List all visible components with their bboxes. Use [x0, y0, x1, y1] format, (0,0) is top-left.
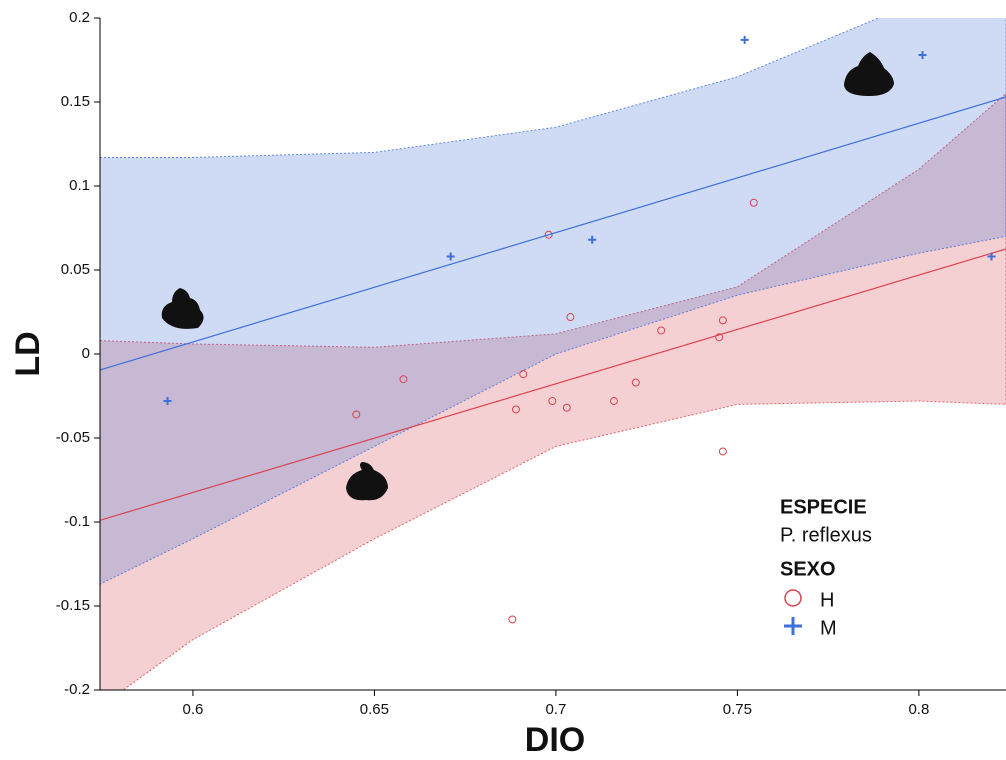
confidence-band: [100, 18, 1006, 585]
y-tick-label: 0.1: [69, 177, 90, 194]
point: [718, 316, 727, 325]
legend-marker: [784, 589, 802, 607]
point: [631, 378, 640, 387]
fit-line: [100, 248, 1006, 521]
legend-group-title: SEXO: [780, 558, 836, 580]
point: [544, 230, 553, 239]
silhouette: [346, 462, 388, 501]
silhouette: [844, 52, 894, 96]
point: [399, 375, 408, 384]
silhouette: [161, 288, 204, 329]
point: [657, 326, 666, 335]
point: [588, 235, 597, 244]
point: [511, 405, 520, 414]
bands: [100, 18, 1006, 690]
legend-label: H: [820, 589, 834, 611]
point: [918, 50, 927, 59]
legend-marker: [784, 617, 802, 635]
y-tick-label: 0.2: [69, 9, 90, 26]
legend-label: M: [820, 617, 837, 639]
point: [749, 198, 758, 207]
legend: HM: [784, 589, 837, 639]
point: [519, 370, 528, 379]
fit-line: [100, 96, 1006, 371]
y-tick-label: -0.2: [64, 681, 90, 698]
x-axis-title: DIO: [525, 721, 585, 759]
x-tick-label: 0.8: [908, 701, 929, 718]
x-tick-label: 0.6: [182, 701, 203, 718]
x-tick-label: 0.65: [360, 701, 389, 718]
point: [508, 615, 517, 624]
y-tick-label: 0.15: [61, 93, 90, 110]
point: [740, 35, 749, 44]
y-tick-label: -0.05: [56, 429, 90, 446]
silhouettes: [161, 52, 894, 501]
y-axis-title: LD: [9, 331, 47, 376]
point: [352, 410, 361, 419]
legend-title: ESPECIE: [780, 496, 867, 518]
point: [987, 252, 996, 261]
legend-species: P. reflexus: [780, 524, 872, 546]
point: [715, 333, 724, 342]
point: [562, 403, 571, 412]
point: [446, 252, 455, 261]
point: [609, 397, 618, 406]
marks: [100, 35, 1006, 624]
y-tick-label: 0.05: [61, 261, 90, 278]
y-tick-label: -0.1: [64, 513, 90, 530]
point: [566, 313, 575, 322]
point: [548, 397, 557, 406]
confidence-band: [100, 92, 1006, 690]
x-tick-label: 0.75: [723, 701, 752, 718]
y-tick-label: 0: [82, 345, 90, 362]
x-tick-label: 0.7: [545, 701, 566, 718]
point: [718, 447, 727, 456]
y-tick-label: -0.15: [56, 597, 90, 614]
point: [163, 397, 172, 406]
